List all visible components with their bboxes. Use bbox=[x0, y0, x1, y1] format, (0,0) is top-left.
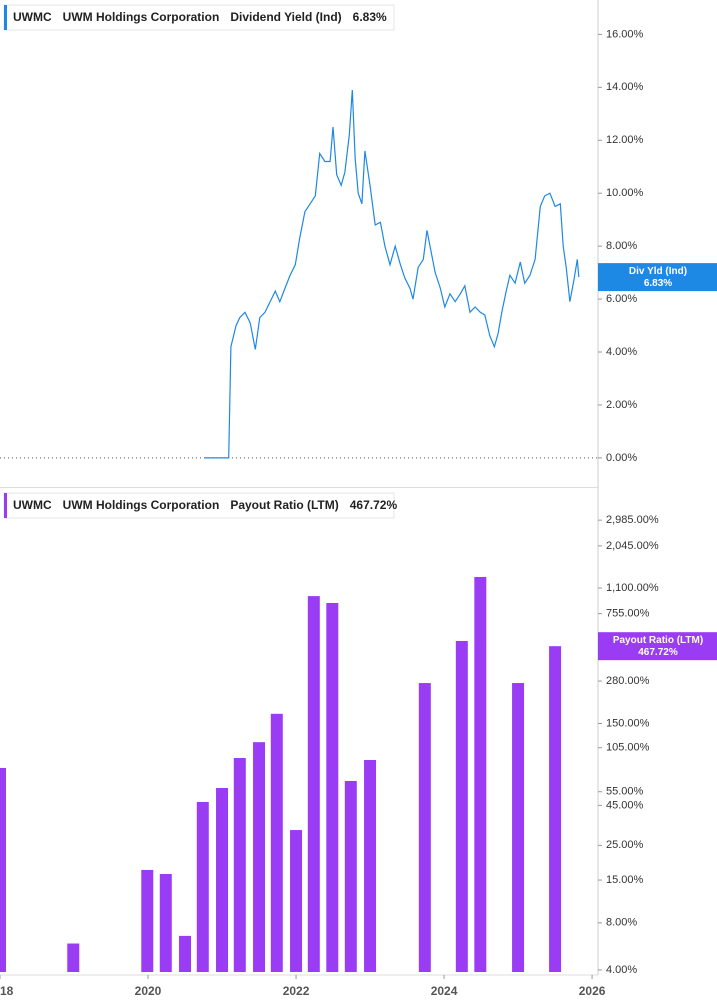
bar bbox=[67, 943, 80, 972]
legend-series: Payout Ratio (LTM) bbox=[230, 498, 338, 512]
value-tag-name: Div Yld (Ind) bbox=[629, 266, 687, 277]
y-tick-label: 55.00% bbox=[606, 786, 644, 798]
x-tick-label: 2018 bbox=[0, 984, 14, 998]
legend-value: 6.83% bbox=[353, 10, 387, 24]
y-tick-label: 4.00% bbox=[606, 964, 637, 976]
y-tick-label: 12.00% bbox=[606, 134, 644, 146]
value-tag bbox=[598, 263, 717, 292]
legend: UWMC UWM Holdings Corporation Dividend Yie… bbox=[3, 4, 395, 31]
bar bbox=[0, 767, 6, 972]
y-tick-label: 14.00% bbox=[606, 81, 644, 93]
x-tick-label: 2022 bbox=[283, 984, 310, 998]
y-tick-label: 1,100.00% bbox=[606, 582, 659, 594]
y-tick-label: 2,985.00% bbox=[606, 514, 659, 526]
legend-value: 467.72% bbox=[350, 498, 398, 512]
value-tag-value: 467.72% bbox=[638, 647, 678, 658]
bar bbox=[196, 801, 209, 972]
bar bbox=[141, 869, 154, 972]
y-tick-label: 280.00% bbox=[606, 675, 650, 687]
legend-ticker: UWMC bbox=[13, 498, 52, 512]
bar bbox=[270, 713, 283, 972]
x-tick-label: 2024 bbox=[431, 984, 458, 998]
bar bbox=[549, 646, 562, 972]
y-tick-label: 16.00% bbox=[606, 28, 644, 40]
bar bbox=[216, 787, 229, 972]
legend-company: UWM Holdings Corporation bbox=[63, 498, 220, 512]
y-tick-label: 0.00% bbox=[606, 452, 637, 464]
bar bbox=[159, 873, 172, 972]
legend-swatch bbox=[4, 493, 7, 518]
y-tick-label: 755.00% bbox=[606, 608, 650, 620]
y-tick-label: 150.00% bbox=[606, 717, 650, 729]
y-tick-label: 4.00% bbox=[606, 346, 637, 358]
legend-ticker: UWMC bbox=[13, 10, 52, 24]
y-tick-label: 45.00% bbox=[606, 799, 644, 811]
y-tick-label: 6.00% bbox=[606, 293, 637, 305]
x-tick-label: 2026 bbox=[579, 984, 606, 998]
bar bbox=[364, 759, 377, 972]
bar bbox=[512, 683, 525, 972]
bar bbox=[253, 742, 266, 972]
y-tick-label: 105.00% bbox=[606, 742, 650, 754]
legend-company: UWM Holdings Corporation bbox=[63, 10, 220, 24]
value-tag-name: Payout Ratio (LTM) bbox=[613, 635, 703, 646]
legend: UWMC UWM Holdings Corporation Payout Ratio… bbox=[3, 492, 398, 519]
bar bbox=[179, 935, 192, 972]
bar bbox=[474, 576, 487, 972]
legend-series: Dividend Yield (Ind) bbox=[230, 10, 341, 24]
y-tick-label: 25.00% bbox=[606, 839, 644, 851]
bar bbox=[418, 683, 431, 972]
bar bbox=[344, 780, 357, 972]
y-tick-label: 2.00% bbox=[606, 399, 637, 411]
y-tick-label: 2,045.00% bbox=[606, 540, 659, 552]
value-tag bbox=[598, 632, 717, 661]
value-tag-value: 6.83% bbox=[644, 278, 672, 289]
y-tick-label: 10.00% bbox=[606, 187, 644, 199]
bar bbox=[326, 602, 339, 972]
data-line bbox=[205, 89, 580, 459]
legend-box bbox=[3, 4, 395, 31]
bar bbox=[290, 830, 303, 972]
y-tick-label: 8.00% bbox=[606, 917, 637, 929]
bar bbox=[455, 640, 468, 972]
legend-swatch bbox=[4, 5, 7, 30]
y-tick-label: 15.00% bbox=[606, 874, 644, 886]
bar bbox=[233, 758, 246, 972]
legend-box bbox=[3, 492, 395, 519]
y-tick-label: 8.00% bbox=[606, 240, 637, 252]
x-tick-label: 2020 bbox=[135, 984, 162, 998]
bar bbox=[307, 596, 320, 972]
